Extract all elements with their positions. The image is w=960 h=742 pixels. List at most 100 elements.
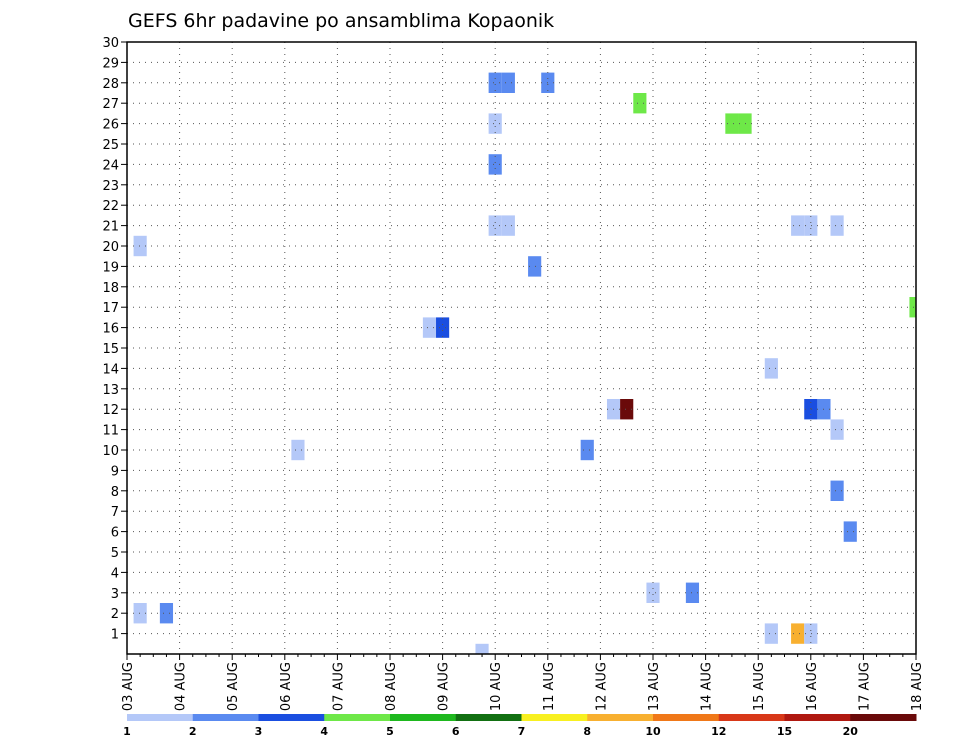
colorbar-label: 12 xyxy=(711,725,726,738)
precip-cell xyxy=(159,603,174,624)
precip-cell xyxy=(422,317,437,338)
precip-cell xyxy=(804,215,818,236)
colorbar-swatch xyxy=(258,714,325,721)
precip-cell xyxy=(646,582,660,603)
y-tick-label: 24 xyxy=(102,158,119,173)
y-tick-label: 16 xyxy=(102,322,119,337)
precip-cell xyxy=(764,358,778,379)
y-tick-label: 6 xyxy=(111,526,119,541)
precip-cell xyxy=(580,439,594,461)
colorbar-label: 3 xyxy=(255,725,263,738)
y-tick-label: 1 xyxy=(111,628,119,643)
x-tick-label: 05 AUG xyxy=(226,662,241,711)
y-tick-label: 11 xyxy=(102,424,119,439)
y-tick-label: 25 xyxy=(102,138,119,153)
y-tick-label: 27 xyxy=(102,97,119,112)
colorbar-swatch xyxy=(653,714,720,721)
precip-cell xyxy=(791,215,805,236)
precip-cell xyxy=(791,623,805,644)
y-tick-label: 4 xyxy=(111,566,119,581)
x-tick-label: 18 AUG xyxy=(910,662,925,711)
x-tick-label: 07 AUG xyxy=(331,662,346,711)
colorbar-swatch xyxy=(784,714,851,721)
x-tick-label: 03 AUG xyxy=(121,662,136,711)
precip-cell xyxy=(133,603,147,624)
y-tick-label: 14 xyxy=(102,362,119,377)
precip-cell xyxy=(620,399,634,420)
colorbar-swatch xyxy=(455,714,522,721)
colorbar-swatch xyxy=(127,714,194,721)
x-tick-label: 10 AUG xyxy=(489,662,504,711)
y-tick-label: 9 xyxy=(111,464,119,479)
precip-cell xyxy=(725,113,739,134)
precip-cell xyxy=(830,215,844,236)
precip-cell xyxy=(909,297,916,318)
precip-cell xyxy=(291,439,305,461)
y-tick-label: 13 xyxy=(102,383,119,398)
colorbar-swatch xyxy=(324,714,391,721)
precip-cell xyxy=(804,399,818,420)
colorbar-swatch xyxy=(718,714,785,721)
precip-cell xyxy=(501,215,515,236)
precip-cell xyxy=(764,623,778,644)
x-tick-label: 11 AUG xyxy=(542,662,557,711)
precip-cell xyxy=(133,235,147,257)
precip-cell xyxy=(830,419,844,440)
x-tick-label: 15 AUG xyxy=(752,662,767,711)
y-tick-label: 19 xyxy=(102,260,119,275)
plot-frame xyxy=(126,41,917,655)
precip-cell xyxy=(436,317,450,338)
y-tick-label: 15 xyxy=(102,342,119,357)
x-axis: 03 AUG 04 AUG 05 AUG 06 AUG 07 AUG 08 AUG 09 A… xyxy=(121,654,925,711)
precip-cell xyxy=(843,521,857,542)
y-tick-label: 26 xyxy=(102,118,119,133)
precip-cell xyxy=(488,215,502,236)
colorbar-label: 4 xyxy=(320,725,328,738)
y-tick-label: 28 xyxy=(102,77,119,92)
colorbar-label: 1 xyxy=(123,725,131,738)
precip-cell xyxy=(488,154,502,175)
y-tick-label: 30 xyxy=(102,36,119,51)
colorbar-label: 10 xyxy=(645,725,661,738)
x-tick-label: 14 AUG xyxy=(700,662,715,711)
colorbar-swatch xyxy=(192,714,259,721)
colorbar-label: 20 xyxy=(843,725,859,738)
colorbar-label: 5 xyxy=(386,725,394,738)
colorbar-swatch xyxy=(850,714,917,721)
x-tick-label: 12 AUG xyxy=(594,662,609,711)
x-tick-label: 04 AUG xyxy=(174,662,189,711)
y-tick-label: 29 xyxy=(102,56,119,71)
y-tick-label: 21 xyxy=(102,220,119,235)
precip-cell xyxy=(633,93,647,114)
y-tick-label: 10 xyxy=(102,444,119,459)
precip-cell xyxy=(488,72,502,93)
colorbar-label: 6 xyxy=(452,725,460,738)
y-tick-label: 2 xyxy=(111,607,119,622)
colorbar-label: 8 xyxy=(583,725,591,738)
grid-lines xyxy=(127,42,916,654)
x-tick-label: 06 AUG xyxy=(279,662,294,711)
colorbar-swatch xyxy=(587,714,654,721)
x-tick-label: 09 AUG xyxy=(437,662,452,711)
y-tick-label: 12 xyxy=(102,403,119,418)
precip-cell xyxy=(475,643,489,654)
colorbar-label: 2 xyxy=(189,725,197,738)
colorbar-label: 7 xyxy=(518,725,526,738)
precip-cell xyxy=(804,623,818,644)
colorbar-swatch xyxy=(390,714,457,721)
y-axis: 1234567891011121314151617181920212223242… xyxy=(102,36,127,643)
y-tick-label: 17 xyxy=(102,301,119,316)
colorbar: 1 2 3 4 5 6 7 8 10 12 15 20 xyxy=(123,714,917,738)
x-tick-label: 17 AUG xyxy=(857,662,872,711)
precip-cell xyxy=(501,72,515,93)
y-tick-label: 7 xyxy=(111,505,119,520)
y-tick-label: 3 xyxy=(111,587,119,602)
y-tick-label: 5 xyxy=(111,546,119,561)
colorbar-swatch xyxy=(521,714,588,721)
colorbar-label: 15 xyxy=(777,725,792,738)
precip-cell xyxy=(488,113,502,134)
precipitation-cells xyxy=(133,72,916,654)
precip-cell xyxy=(685,582,700,603)
x-tick-label: 13 AUG xyxy=(647,662,662,711)
y-tick-label: 8 xyxy=(111,485,119,500)
